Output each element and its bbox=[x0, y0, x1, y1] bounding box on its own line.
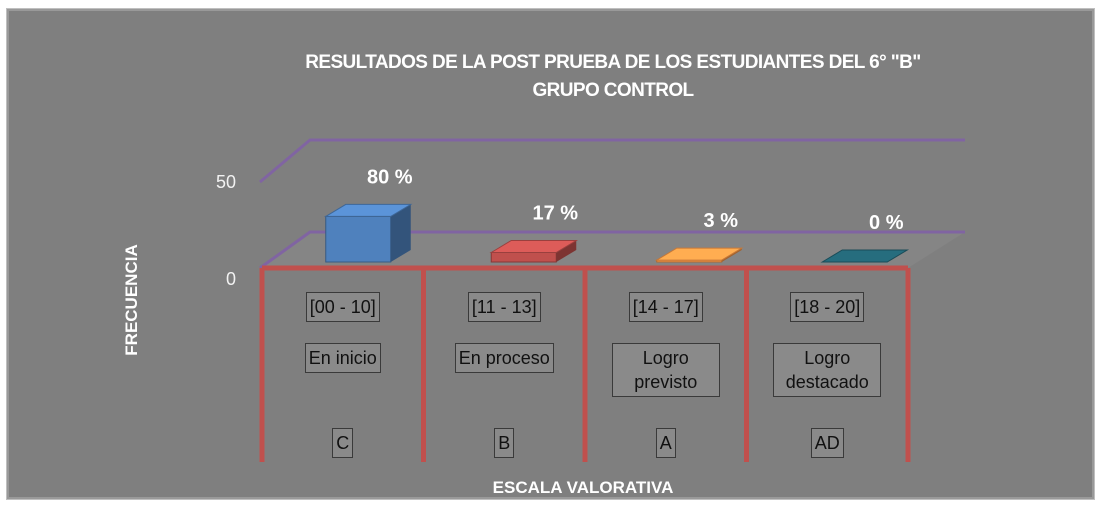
chart-title: RESULTADOS DE LA POST PRUEBA DE LOS ESTU… bbox=[305, 52, 920, 73]
category-row: AD bbox=[747, 428, 907, 458]
category-row: En inicio bbox=[263, 343, 423, 373]
category-label: [14 - 17] bbox=[628, 292, 703, 322]
category-label: En inicio bbox=[304, 343, 381, 373]
bar-side bbox=[390, 204, 411, 262]
category-label: [18 - 20] bbox=[790, 292, 865, 322]
data-label: 80 % bbox=[367, 166, 413, 188]
y-axis-label: FRECUENCIA bbox=[122, 244, 141, 355]
data-label: 17 % bbox=[532, 203, 578, 225]
category-label: A bbox=[655, 428, 676, 458]
category-label: [11 - 13] bbox=[467, 292, 541, 322]
category-row: [14 - 17] bbox=[586, 292, 746, 322]
grid-line bbox=[259, 138, 965, 184]
category-label: Logro destacado bbox=[773, 343, 882, 397]
category-row: C bbox=[263, 428, 423, 458]
category-row: En proceso bbox=[424, 343, 584, 373]
category-label: C bbox=[332, 428, 354, 458]
category-label: AD bbox=[810, 428, 844, 458]
floor bbox=[262, 232, 965, 268]
y-tick-label: 50 bbox=[216, 172, 236, 192]
bar-front bbox=[325, 215, 392, 263]
data-label: 3 % bbox=[704, 210, 739, 232]
data-label: 0 % bbox=[869, 212, 904, 234]
bar bbox=[323, 203, 413, 263]
category-row: B bbox=[424, 428, 584, 458]
bar-front bbox=[490, 252, 557, 263]
category-row: Logro previsto bbox=[586, 343, 746, 397]
bar-top bbox=[654, 247, 744, 261]
category-row: A bbox=[586, 428, 746, 458]
bar bbox=[489, 240, 579, 263]
category-row: Logro destacado bbox=[747, 343, 907, 397]
bar-side bbox=[556, 240, 577, 262]
category-label: [00 - 10] bbox=[305, 292, 380, 322]
bar bbox=[654, 247, 744, 263]
x-axis-label: ESCALA VALORATIVA bbox=[493, 478, 674, 497]
bar bbox=[820, 249, 910, 263]
category-label: Logro previsto bbox=[611, 343, 720, 397]
category-row: [00 - 10] bbox=[263, 292, 423, 322]
chart-title: GRUPO CONTROL bbox=[532, 80, 694, 101]
y-tick-label: 0 bbox=[226, 269, 236, 289]
category-row: [18 - 20] bbox=[747, 292, 907, 322]
category-label: B bbox=[494, 428, 515, 458]
bar-top bbox=[489, 240, 579, 253]
category-label: En proceso bbox=[454, 343, 554, 373]
grid-line bbox=[259, 230, 965, 270]
category-row: [11 - 13] bbox=[424, 292, 584, 322]
bar-top bbox=[323, 203, 413, 217]
bar-top bbox=[820, 249, 910, 263]
